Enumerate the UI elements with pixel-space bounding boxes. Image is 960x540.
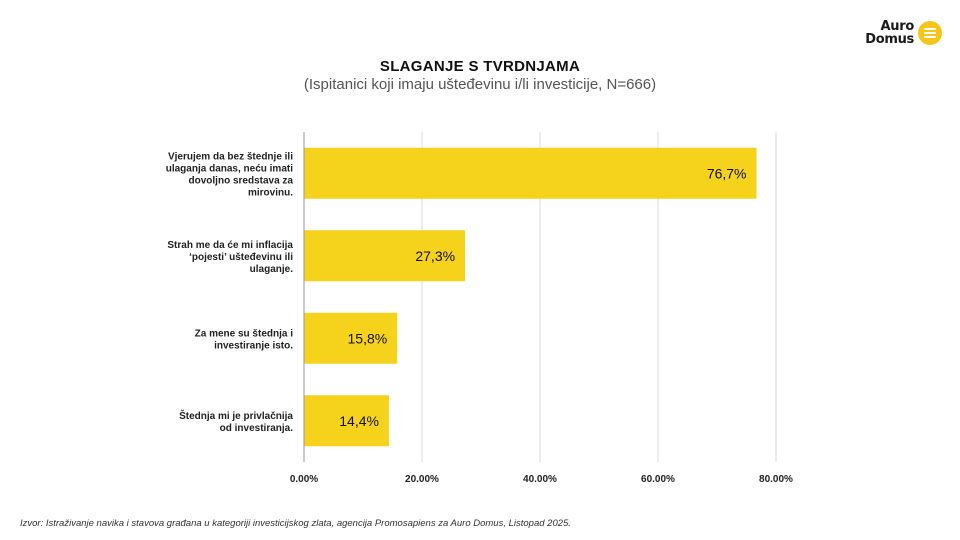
bar [304, 312, 398, 364]
category-label: Strah me da će mi inflacija ‘pojesti’ ušt… [167, 240, 293, 275]
x-tick-label: 0.00% [290, 474, 318, 485]
chart-subtitle: (Ispitanici koji imaju ušteđevinu i/li i… [303, 76, 657, 93]
x-tick-label: 20.00% [405, 474, 439, 485]
data-label: 76,7% [707, 165, 747, 181]
data-label: 14,4% [339, 413, 379, 429]
data-label: 15,8% [348, 330, 388, 346]
category-label: Štednja mi je privlačnija od investiranja… [179, 409, 293, 434]
logo-line-2: Domus [865, 32, 914, 47]
brand-logo: Auro Domus [865, 20, 942, 46]
x-tick-label: 60.00% [641, 474, 675, 485]
chart-title: SLAGANJE S TVRDNJAMA [379, 58, 581, 75]
category-label: Vjerujem da bez štednje ili ulaganja dana… [166, 151, 294, 198]
menu-lines-icon [918, 21, 942, 45]
data-label: 27,3% [415, 248, 455, 264]
bar [304, 230, 466, 282]
bar [304, 395, 389, 447]
logo-line-1: Auro [880, 19, 915, 34]
source-footnote: Izvor: Istraživanje navika i stavova gra… [20, 518, 571, 529]
logo-text: Auro Domus [865, 20, 914, 46]
bar [304, 147, 757, 199]
x-tick-label: 80.00% [759, 474, 793, 485]
x-tick-label: 40.00% [523, 474, 557, 485]
category-label: Za mene su štednja i investiranje isto. [195, 328, 294, 351]
